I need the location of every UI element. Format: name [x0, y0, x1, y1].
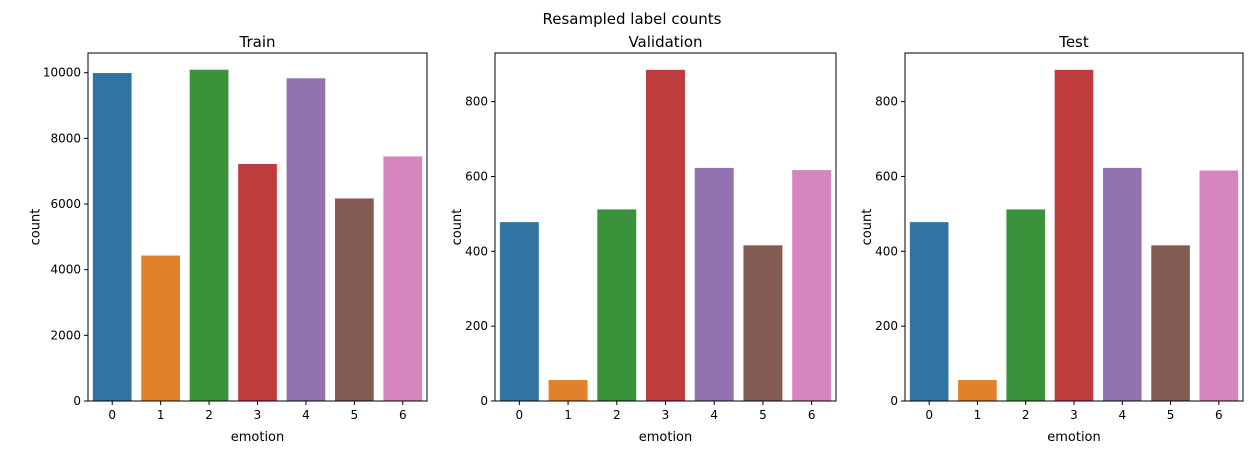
bar-4: [1102, 167, 1142, 401]
y-tick-label: 0: [890, 394, 898, 408]
y-tick-label: 2000: [50, 328, 81, 342]
x-tick-label: 6: [808, 408, 816, 422]
x-tick-label: 1: [974, 408, 982, 422]
x-tick-label: 3: [662, 408, 670, 422]
bar-1: [141, 255, 181, 401]
bar-5: [334, 198, 374, 401]
bar-1: [958, 380, 997, 401]
bar-6: [792, 170, 832, 401]
y-axis-label: count: [860, 209, 875, 246]
y-tick-label: 6000: [50, 197, 81, 211]
bar-2: [1006, 209, 1046, 401]
y-axis-label: count: [450, 209, 465, 246]
x-tick-label: 0: [925, 408, 933, 422]
x-tick-label: 4: [710, 408, 718, 422]
bar-0: [499, 222, 539, 401]
x-tick-label: 2: [1022, 408, 1030, 422]
y-tick-label: 800: [875, 95, 898, 109]
x-tick-label: 0: [108, 408, 116, 422]
bar-2: [189, 69, 229, 402]
y-tick-label: 600: [875, 169, 898, 183]
x-tick-label: 2: [613, 408, 621, 422]
y-tick-label: 400: [875, 244, 898, 258]
x-tick-label: 2: [205, 408, 213, 422]
bar-4: [286, 78, 326, 401]
subplot-train: 0 1 2 3 4 5 6 0 2000 4000 6000 8000 10000 Train emotio…: [29, 33, 428, 445]
x-tick-label: 3: [254, 408, 262, 422]
x-tick-label: 5: [759, 408, 767, 422]
y-tick-label: 8000: [50, 131, 81, 145]
subplot-title: Test: [1058, 33, 1089, 51]
bar-6: [1199, 170, 1239, 401]
x-tick-label: 4: [1118, 408, 1126, 422]
bar-3: [238, 163, 277, 401]
x-tick-label: 3: [1070, 408, 1078, 422]
y-tick-label: 4000: [50, 263, 81, 277]
subplot-validation: 0 1 2 3 4 5 6 0 200 400 600 800 Validation emotion cou…: [450, 33, 837, 445]
x-tick-label: 6: [1215, 408, 1223, 422]
x-axis-label: emotion: [639, 430, 693, 445]
y-axis-label: count: [29, 209, 44, 246]
x-axis-label: emotion: [1047, 430, 1101, 445]
y-tick-label: 10000: [43, 66, 81, 80]
bar-3: [1054, 69, 1094, 401]
subplot-title: Train: [239, 33, 276, 51]
x-tick-label: 6: [399, 408, 407, 422]
subplot-test: 0 1 2 3 4 5 6 0 200 400 600 800 Test emotion count: [860, 33, 1244, 445]
x-tick-label: 0: [516, 408, 524, 422]
y-tick-label: 0: [73, 394, 81, 408]
y-tick-label: 800: [465, 95, 488, 109]
bar-6: [383, 156, 423, 401]
y-tick-label: 400: [465, 244, 488, 258]
x-tick-label: 5: [1167, 408, 1175, 422]
bar-5: [1151, 245, 1190, 401]
y-tick-label: 200: [465, 319, 488, 333]
bar-0: [92, 73, 132, 401]
bar-0: [909, 222, 949, 401]
x-tick-label: 4: [302, 408, 310, 422]
x-axis-label: emotion: [231, 430, 285, 445]
y-tick-label: 0: [480, 394, 488, 408]
bar-3: [646, 69, 685, 401]
y-tick-label: 600: [465, 169, 488, 183]
bar-4: [694, 167, 734, 401]
x-tick-label: 5: [351, 408, 359, 422]
y-tick-label: 200: [875, 319, 898, 333]
bar-1: [548, 380, 588, 401]
bar-5: [743, 245, 783, 401]
subplot-title: Validation: [628, 33, 702, 51]
bar-2: [597, 209, 637, 401]
x-tick-label: 1: [157, 408, 165, 422]
x-tick-label: 1: [564, 408, 572, 422]
figure-suptitle: Resampled label counts: [543, 10, 722, 28]
